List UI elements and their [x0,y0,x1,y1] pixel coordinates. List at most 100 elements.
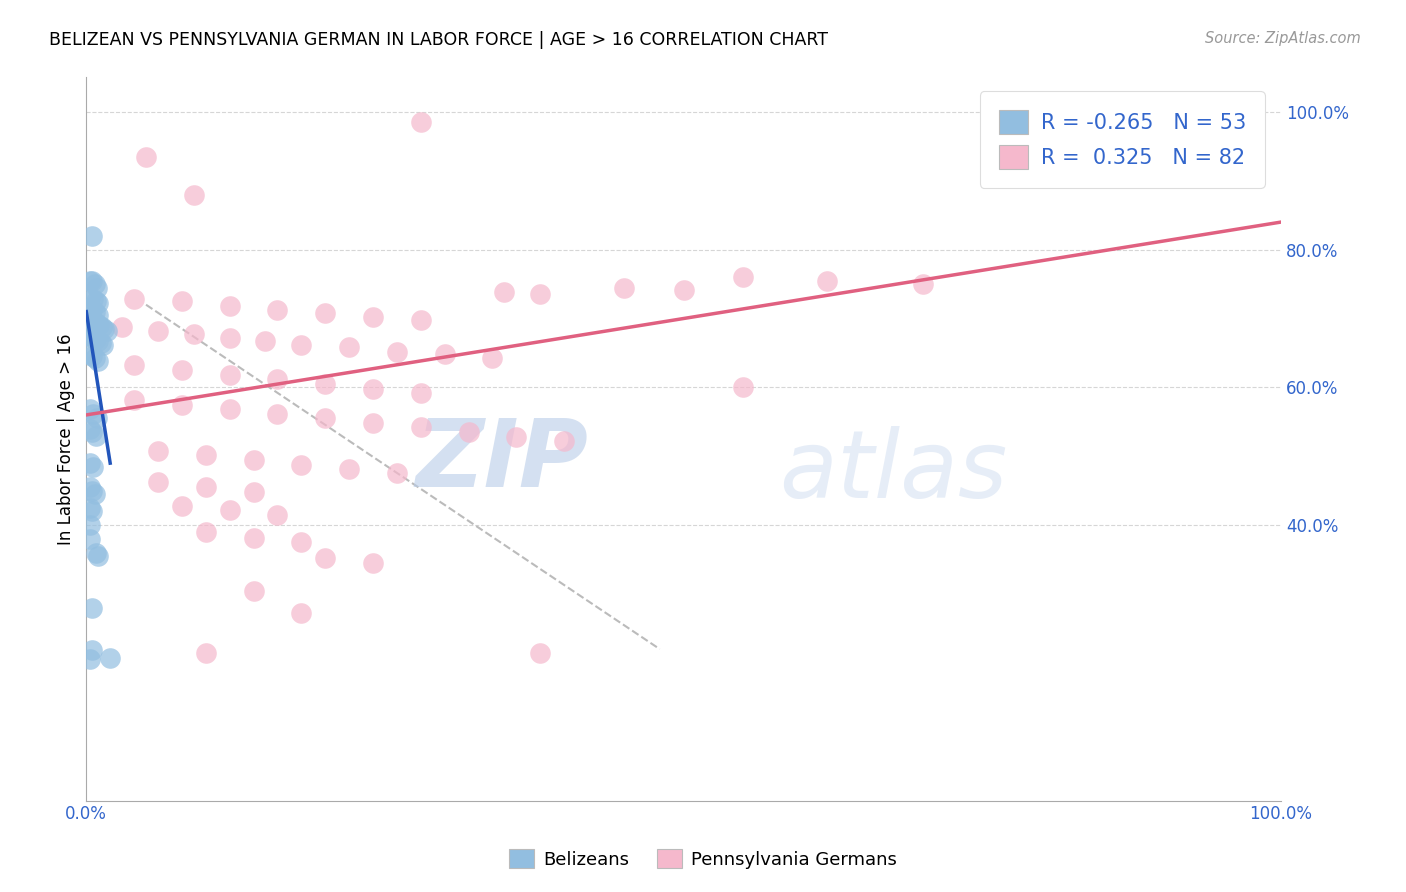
Point [83,351,105,366]
Point [266,508,288,522]
Point [86,411,108,425]
Point [82,350,104,364]
Point [82,228,104,243]
Point [337,340,360,354]
Point [242,531,264,545]
Point [93,322,115,336]
Point [82,459,104,474]
Point [361,416,384,430]
Point [86,280,108,294]
Point [80,328,103,343]
Point [135,150,157,164]
Point [361,556,384,570]
Point [87,549,110,563]
Point [83,277,105,291]
Point [90,335,112,350]
Point [82,313,104,327]
Point [337,461,360,475]
Point [481,351,503,366]
Point [194,524,217,539]
Point [79,301,101,315]
Point [146,475,169,490]
Point [79,347,101,361]
Point [733,270,755,285]
Point [218,299,240,313]
Point [83,304,105,318]
Point [77,326,100,341]
Point [242,485,264,500]
Point [385,344,408,359]
Point [146,324,169,338]
Text: ZIP: ZIP [415,415,588,507]
Point [90,319,112,334]
Point [314,551,336,566]
Point [82,504,104,518]
Point [146,443,169,458]
Point [385,467,408,481]
Point [79,480,101,494]
Point [815,274,838,288]
Point [290,535,312,549]
Point [170,363,193,377]
Point [87,296,110,310]
Point [911,277,934,291]
Point [361,382,384,396]
Point [1091,115,1114,129]
Point [82,643,104,657]
Point [457,425,479,439]
Point [183,326,205,341]
Point [82,331,104,345]
Point [409,420,432,434]
Point [290,607,312,621]
Point [122,392,145,407]
Point [82,600,104,615]
Point [218,402,240,417]
Point [79,311,101,326]
Point [529,646,551,660]
Point [91,337,114,351]
Point [242,583,264,598]
Point [82,303,104,318]
Point [79,456,101,470]
Point [86,317,108,331]
Point [1187,115,1209,129]
Point [83,315,105,329]
Point [218,503,240,517]
Point [218,331,240,345]
Point [79,402,101,417]
Point [84,332,107,346]
Point [98,651,121,665]
Point [266,407,288,421]
Point [82,292,104,306]
Point [96,324,118,338]
Legend: R = -0.265   N = 53, R =  0.325   N = 82: R = -0.265 N = 53, R = 0.325 N = 82 [980,92,1264,187]
Point [122,359,145,373]
Point [529,287,551,301]
Point [87,334,110,348]
Point [194,646,217,660]
Point [170,294,193,309]
Point [87,308,110,322]
Legend: Belizeans, Pennsylvania Germans: Belizeans, Pennsylvania Germans [502,842,904,876]
Point [82,483,104,498]
Point [361,310,384,325]
Point [266,372,288,386]
Point [82,425,104,439]
Point [170,499,193,513]
Point [79,518,101,533]
Point [266,303,288,318]
Point [89,318,111,333]
Point [79,532,101,546]
Point [79,500,101,515]
Text: atlas: atlas [779,426,1008,517]
Point [409,115,432,129]
Point [79,652,101,666]
Point [111,319,134,334]
Point [613,280,636,294]
Point [409,313,432,327]
Point [494,285,516,300]
Point [409,385,432,400]
Point [194,448,217,462]
Point [553,434,575,449]
Point [433,347,456,361]
